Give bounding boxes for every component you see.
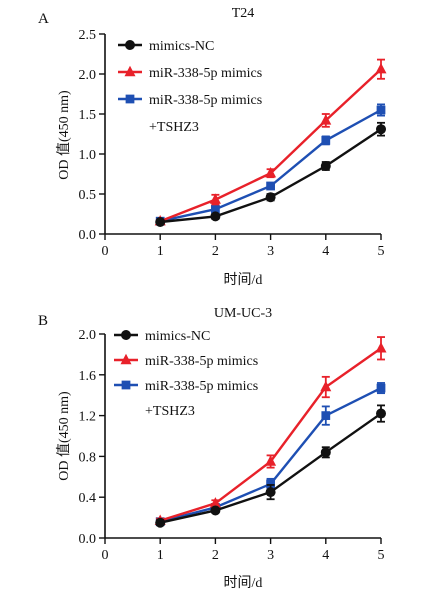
marker-circle bbox=[266, 487, 276, 497]
y-tick-label: 1.2 bbox=[79, 410, 97, 425]
y-axis-label: OD 值(450 nm) bbox=[56, 391, 72, 481]
legend-label: +TSHZ3 bbox=[149, 120, 199, 135]
x-tick-label: 5 bbox=[378, 548, 385, 563]
y-tick-label: 1.6 bbox=[79, 369, 97, 384]
x-tick-label: 3 bbox=[267, 244, 274, 259]
marker-square bbox=[126, 95, 135, 104]
y-tick-label: 1.5 bbox=[79, 108, 97, 123]
marker-square bbox=[321, 136, 330, 145]
x-tick-label: 1 bbox=[157, 548, 164, 563]
chart-title: UM-UC-3 bbox=[214, 306, 272, 321]
chart-panel-b: B UM-UC-3 时间/d OD 值(450 nm) 0.0 0.4 0.8 1.2… bbox=[38, 306, 387, 591]
marker-square bbox=[122, 381, 131, 390]
y-tick-label: 0.4 bbox=[79, 491, 97, 506]
y-tick-label: 0.0 bbox=[79, 532, 97, 547]
x-tick-label: 5 bbox=[378, 244, 385, 259]
legend-entry: miR-338-5p mimics +TSHZ3 bbox=[118, 93, 262, 135]
marker-square bbox=[377, 106, 386, 115]
marker-circle bbox=[321, 447, 331, 457]
y-tick-label: 2.0 bbox=[79, 328, 97, 343]
y-tick-label: 2.0 bbox=[79, 68, 97, 83]
marker-circle bbox=[210, 211, 220, 221]
legend-entry: mimics-NC bbox=[118, 39, 214, 54]
y-tick-label: 0.0 bbox=[79, 228, 97, 243]
marker-circle bbox=[266, 192, 276, 202]
x-tick-label: 0 bbox=[102, 548, 109, 563]
marker-circle bbox=[210, 505, 220, 515]
marker-circle bbox=[121, 330, 131, 340]
x-axis-label: 时间/d bbox=[224, 272, 263, 288]
panel-label: A bbox=[38, 11, 49, 27]
y-tick-label: 0.5 bbox=[79, 188, 97, 203]
chart-panel-a: A T24 时间/d OD 值(450 nm) 0.0 0.5 1.0 1.5 2.0 2… bbox=[38, 6, 387, 288]
x-tick-label: 1 bbox=[157, 244, 164, 259]
marker-square bbox=[321, 411, 330, 420]
marker-triangle bbox=[376, 342, 387, 352]
legend-label: miR-338-5p mimics bbox=[149, 66, 262, 81]
legend-label: miR-338-5p mimics bbox=[145, 354, 258, 369]
marker-square bbox=[266, 182, 275, 191]
marker-circle bbox=[155, 518, 165, 528]
marker-circle bbox=[125, 40, 135, 50]
x-tick-label: 2 bbox=[212, 244, 219, 259]
marker-circle bbox=[155, 217, 165, 227]
x-tick-label: 4 bbox=[322, 548, 329, 563]
y-tick-label: 0.8 bbox=[79, 450, 97, 465]
legend-entry: mimics-NC bbox=[114, 329, 210, 344]
legend-entry: miR-338-5p mimics bbox=[114, 354, 258, 369]
marker-triangle bbox=[320, 381, 331, 391]
legend-entry: miR-338-5p mimics +TSHZ3 bbox=[114, 379, 258, 419]
x-tick-label: 3 bbox=[267, 548, 274, 563]
marker-circle bbox=[376, 124, 386, 134]
x-tick-label: 0 bbox=[102, 244, 109, 259]
y-tick-label: 2.5 bbox=[79, 28, 97, 43]
legend-label: mimics-NC bbox=[149, 39, 214, 54]
legend-label: mimics-NC bbox=[145, 329, 210, 344]
x-tick-label: 2 bbox=[212, 548, 219, 563]
panel-label: B bbox=[38, 313, 48, 329]
marker-circle bbox=[321, 161, 331, 171]
marker-square bbox=[377, 384, 386, 393]
legend-entry: miR-338-5p mimics bbox=[118, 66, 262, 81]
x-axis-label: 时间/d bbox=[224, 575, 263, 591]
y-tick-label: 1.0 bbox=[79, 148, 97, 163]
legend-label: +TSHZ3 bbox=[145, 404, 195, 419]
y-axis-label: OD 值(450 nm) bbox=[56, 90, 72, 180]
marker-triangle bbox=[376, 63, 387, 73]
chart-title: T24 bbox=[232, 6, 255, 21]
x-tick-label: 4 bbox=[322, 244, 329, 259]
legend-label: miR-338-5p mimics bbox=[145, 379, 258, 394]
marker-circle bbox=[376, 409, 386, 419]
legend-label: miR-338-5p mimics bbox=[149, 93, 262, 108]
